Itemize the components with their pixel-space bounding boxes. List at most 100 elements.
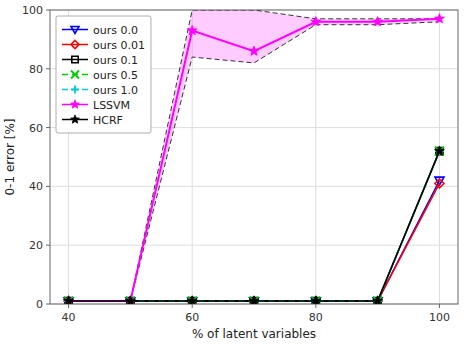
series [64,14,445,304]
band [69,10,440,301]
legend-label: HCRF [93,114,123,127]
grid-line [315,10,316,304]
point [188,297,197,304]
line [69,183,440,301]
grid-line [50,245,458,246]
legend-label: LSSVM [93,99,130,112]
tick-label: 80 [29,63,43,76]
legend-box [56,16,151,133]
legend-marker [71,71,79,79]
point [435,146,445,155]
point [125,296,135,304]
line [69,151,440,301]
tick-label: 40 [29,180,43,193]
point [126,297,135,304]
point [249,296,259,304]
tick [46,127,50,128]
point [188,297,197,304]
point [373,297,382,304]
point [64,296,74,304]
tick [46,304,50,305]
line [69,181,440,302]
point [126,297,135,304]
point [311,17,321,26]
series [64,146,445,304]
tick-label: 80 [309,311,323,324]
legend-marker [71,27,79,34]
series [64,179,444,304]
legend-marker [71,115,80,123]
x-axis-label: % of latent variables [192,327,316,341]
tick [439,304,440,308]
point [311,297,320,304]
tick-label: 60 [29,122,43,135]
legend-line [62,29,88,31]
point [125,296,135,304]
plot-frame [50,10,458,304]
point [126,297,135,304]
chart: 40 60 80 100 0 20 40 60 80 100 % of latent variabl… [0,0,470,346]
point [311,297,320,304]
tick [46,68,50,69]
point [373,297,382,304]
tick-label: 100 [22,4,43,17]
point [64,297,73,304]
point [64,296,74,304]
point [311,296,321,304]
legend-line [62,44,88,46]
point [249,46,259,55]
legend-label: ours 1.0 [93,84,138,97]
tick-label: 20 [29,239,43,252]
point [250,297,259,304]
tick-label: 100 [429,311,450,324]
point [435,147,444,156]
legend-marker [72,56,78,62]
point [64,297,73,304]
tick [192,304,193,308]
tick-label: 0 [36,298,43,311]
point [373,297,382,304]
point [435,147,444,156]
line [69,151,440,301]
point [373,296,383,304]
point [250,297,259,304]
legend-label: ours 0.01 [93,39,145,52]
legend-marker [71,86,79,94]
point [311,297,320,304]
tick [315,304,316,308]
tick [68,304,69,308]
band-bound [69,10,440,301]
tick-label: 40 [62,311,76,324]
tick-label: 60 [185,311,199,324]
legend-marker [71,41,79,49]
point [250,297,259,304]
plot-area [64,10,445,304]
point [188,297,197,304]
band-bound [69,22,440,301]
grid [50,10,458,304]
tick [46,186,50,187]
legend: ours 0.0 ours 0.01 ours 0.1 ours 0.5 ours 1.… [56,16,151,133]
tick [46,10,50,11]
point [64,297,73,304]
line [69,151,440,301]
point [435,14,445,23]
series [64,147,444,304]
series [64,177,444,304]
point [373,17,383,26]
legend-line [62,59,88,61]
legend-label: ours 0.5 [93,69,138,82]
tick [46,245,50,246]
grid-line [50,186,458,187]
point [187,296,197,304]
legend-label: ours 0.0 [93,24,138,37]
y-axis-label: 0-1 error [%] [3,118,17,195]
grid-line [439,10,440,304]
series [65,148,443,304]
point [187,25,197,34]
legend-label: ours 0.1 [93,54,138,67]
line [69,19,440,301]
point [435,179,444,188]
legend-marker [71,100,80,108]
line [69,151,440,301]
